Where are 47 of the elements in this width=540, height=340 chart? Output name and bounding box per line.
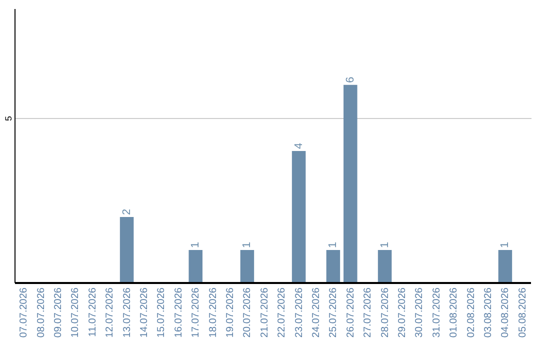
x-tick-label: 31.07.2026 (431, 287, 442, 338)
x-tick-label: 13.07.2026 (122, 287, 133, 338)
x-tick-label: 26.07.2026 (345, 287, 356, 338)
x-tick-label: 10.07.2026 (70, 287, 82, 338)
x-tick-label: 30.07.2026 (414, 287, 426, 338)
x-tick-label: 22.07.2026 (276, 287, 288, 338)
x-tick-label: 04.08.2026 (500, 287, 512, 338)
bar (188, 250, 202, 283)
data-label: 1 (378, 242, 391, 248)
bar (120, 216, 134, 283)
x-tick-label: 05.08.2026 (517, 287, 528, 338)
x-tick-label: 28.07.2026 (380, 287, 391, 338)
bar (378, 250, 392, 283)
x-tick-label: 07.07.2026 (18, 287, 30, 338)
bar (326, 250, 340, 283)
bar (292, 150, 306, 283)
x-tick-label: 12.07.2026 (104, 287, 116, 338)
x-tick-label: 29.07.2026 (397, 287, 408, 338)
data-label: 1 (241, 242, 254, 248)
data-label: 1 (190, 242, 202, 248)
x-tick-label: 24.07.2026 (311, 287, 322, 338)
data-label: 2 (120, 208, 133, 215)
x-tick-label: 02.08.2026 (466, 287, 477, 338)
data-label: 6 (344, 76, 356, 83)
x-tick-label: 14.07.2026 (139, 287, 150, 338)
x-tick-label: 15.07.2026 (156, 287, 168, 338)
x-tick-label: 19.07.2026 (225, 287, 236, 338)
x-tick-label: 21.07.2026 (259, 287, 270, 338)
x-tick-label: 23.07.2026 (294, 287, 305, 338)
bar (344, 84, 358, 283)
x-tick-label: 16.07.2026 (173, 287, 184, 338)
x-tick-label: 27.07.2026 (362, 287, 374, 338)
x-tick-label: 17.07.2026 (190, 287, 202, 338)
x-tick-label: 03.08.2026 (483, 287, 494, 338)
x-tick-label: 18.07.2026 (208, 287, 219, 338)
x-tick-label: 25.07.2026 (328, 287, 340, 338)
data-label: 1 (327, 242, 340, 248)
x-tick-label: 20.07.2026 (242, 287, 254, 338)
x-tick-label: 08.07.2026 (36, 287, 47, 338)
data-label: 4 (292, 142, 305, 149)
x-tick-label: 11.07.2026 (87, 287, 98, 337)
bar (498, 250, 512, 283)
data-label: 1 (499, 242, 512, 248)
bar (240, 250, 254, 283)
x-tick-label: 09.07.2026 (53, 287, 64, 338)
y-tick-label: 5 (4, 116, 14, 121)
x-tick-label: 01.08.2026 (448, 287, 460, 338)
